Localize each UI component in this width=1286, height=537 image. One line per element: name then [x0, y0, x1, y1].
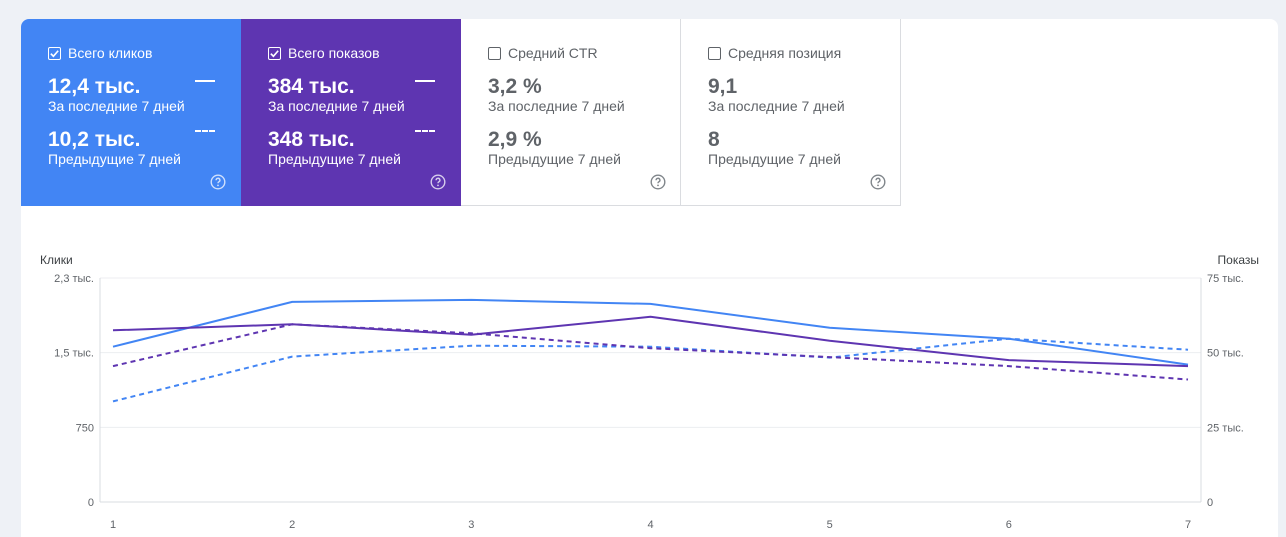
metric-label: Средняя позиция: [728, 45, 842, 61]
legend-dashed-line-icon: [195, 130, 215, 132]
x-tick-label: 4: [647, 519, 653, 531]
metric-previous-period: Предыдущие 7 дней: [268, 151, 401, 167]
chart-svg: Клики Показы 0 0 750 25 тыс. 1,5 тыс. 50 тыс.…: [40, 253, 1259, 531]
help-icon[interactable]: [430, 174, 446, 190]
right-tick-label: 75 тыс.: [1207, 273, 1244, 285]
metric-current-period: За последние 7 дней: [48, 98, 185, 114]
metric-header: Средний CTR: [488, 45, 680, 61]
left-tick-label: 0: [88, 497, 94, 509]
metric-header: Всего показов: [268, 45, 461, 61]
chart-series: [112, 298, 1189, 403]
checkbox-icon[interactable]: [48, 46, 61, 60]
x-tick-label: 6: [1006, 519, 1012, 531]
metric-previous-period: Предыдущие 7 дней: [488, 151, 621, 167]
x-tick-label: 5: [827, 519, 833, 531]
metric-label: Всего кликов: [68, 45, 153, 61]
right-tick-label: 50 тыс.: [1207, 348, 1244, 360]
legend-solid-line-icon: [415, 80, 435, 82]
metric-card-position[interactable]: Средняя позиция 9,1 За последние 7 дней …: [681, 19, 901, 206]
left-tick-label: 750: [76, 422, 94, 434]
legend-solid-line-icon: [195, 80, 215, 82]
legend-dashed-line-icon: [415, 130, 435, 132]
metric-header: Всего кликов: [48, 45, 241, 61]
left-tick-label: 1,5 тыс.: [54, 348, 94, 360]
right-axis-title: Показы: [1218, 253, 1259, 267]
metric-card-clicks[interactable]: Всего кликов 12,4 тыс. За последние 7 дн…: [21, 19, 241, 206]
help-icon[interactable]: [870, 174, 886, 190]
series-line-1: [112, 337, 1189, 403]
metric-current-period: За последние 7 дней: [488, 98, 625, 114]
metric-header: Средняя позиция: [708, 45, 900, 61]
metric-current-value: 12,4 тыс.: [48, 75, 141, 98]
metric-card-impressions[interactable]: Всего показов 384 тыс. За последние 7 дн…: [241, 19, 461, 206]
checkbox-icon[interactable]: [488, 46, 501, 60]
x-tick-label: 3: [468, 519, 474, 531]
metric-previous-value: 10,2 тыс.: [48, 128, 141, 151]
metric-current-value: 3,2 %: [488, 75, 542, 98]
metric-previous-period: Предыдущие 7 дней: [48, 151, 181, 167]
x-tick-label: 2: [289, 519, 295, 531]
metric-previous-value: 8: [708, 128, 720, 151]
metric-card-ctr[interactable]: Средний CTR 3,2 % За последние 7 дней 2,…: [461, 19, 681, 206]
metric-tabs: Всего кликов 12,4 тыс. За последние 7 дн…: [21, 19, 901, 206]
chart-tick-labels: 0 0 750 25 тыс. 1,5 тыс. 50 тыс. 2,3 тыс. 75 ты…: [54, 273, 1244, 531]
help-icon[interactable]: [210, 174, 226, 190]
checkbox-icon[interactable]: [268, 46, 281, 60]
left-axis-title: Клики: [40, 253, 73, 267]
metric-current-value: 384 тыс.: [268, 75, 355, 98]
metric-label: Средний CTR: [508, 45, 598, 61]
x-tick-label: 1: [110, 519, 116, 531]
x-tick-label: 7: [1185, 519, 1191, 531]
metric-previous-value: 2,9 %: [488, 128, 542, 151]
chart-gridlines: [99, 277, 1202, 503]
series-line-0: [112, 298, 1189, 366]
series-line-3: [112, 323, 1189, 381]
performance-chart: Клики Показы 0 0 750 25 тыс. 1,5 тыс. 50 тыс.…: [21, 206, 1278, 537]
right-tick-label: 0: [1207, 497, 1213, 509]
help-icon[interactable]: [650, 174, 666, 190]
performance-card: Всего кликов 12,4 тыс. За последние 7 дн…: [21, 19, 1278, 537]
metric-current-period: За последние 7 дней: [268, 98, 405, 114]
metric-previous-period: Предыдущие 7 дней: [708, 151, 841, 167]
right-tick-label: 25 тыс.: [1207, 422, 1244, 434]
metric-current-value: 9,1: [708, 75, 738, 98]
checkbox-icon[interactable]: [708, 46, 721, 60]
metric-current-period: За последние 7 дней: [708, 98, 845, 114]
left-tick-label: 2,3 тыс.: [54, 273, 94, 285]
metric-label: Всего показов: [288, 45, 380, 61]
metric-previous-value: 348 тыс.: [268, 128, 355, 151]
